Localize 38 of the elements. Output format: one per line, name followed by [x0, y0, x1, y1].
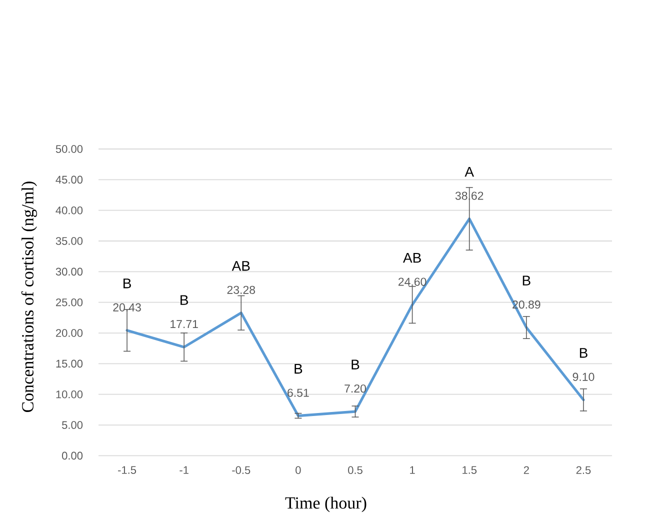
annotation: AB	[403, 252, 421, 263]
x-tick-label: 1	[410, 466, 415, 474]
x-tick-label: 2.5	[576, 466, 591, 474]
annotation: B	[580, 348, 588, 358]
annotation: B	[180, 295, 188, 305]
y-tick-label: 5.00	[62, 421, 83, 429]
y-tick-label: 40.00	[56, 206, 83, 214]
y-tick-label: 10.00	[56, 390, 83, 398]
data-label: 17.71	[170, 320, 198, 328]
y-tick-label: 15.00	[56, 360, 83, 368]
y-tick-label: 50.00	[56, 145, 83, 153]
annotation: A	[464, 166, 474, 177]
x-tick-label: -1	[180, 466, 188, 474]
annotation: B	[522, 276, 530, 286]
x-tick-label: 0	[296, 466, 301, 474]
y-tick-label: 20.00	[56, 329, 83, 337]
y-tick-label: 45.00	[56, 176, 83, 184]
y-tick-label: 35.00	[56, 237, 83, 245]
data-label: 23.28	[227, 286, 256, 294]
annotation: B	[124, 278, 131, 288]
x-tick-label: 0.5	[348, 466, 362, 474]
y-tick-label: 0.00	[62, 452, 83, 460]
y-tick-label: 25.00	[56, 298, 83, 306]
data-label: 7.20	[344, 384, 366, 393]
data-label: 6.51	[288, 388, 309, 397]
data-label: 24.60	[398, 278, 426, 286]
y-tick-label: 30.00	[56, 268, 83, 276]
x-tick-label: 1.5	[462, 466, 477, 474]
x-tick-label: -1.5	[118, 466, 136, 474]
annotation: B	[294, 364, 302, 374]
data-label: 20.43	[113, 303, 141, 312]
x-tick-label: 2	[524, 466, 529, 474]
x-axis-title: Time (hour)	[285, 496, 366, 512]
annotation: B	[352, 360, 360, 370]
data-label: 9.10	[572, 372, 594, 381]
y-axis-title: Concentrations of cortisol (ng/ml)	[21, 182, 38, 412]
annotation: AB	[232, 261, 250, 271]
x-tick-label: -0.5	[232, 466, 250, 474]
